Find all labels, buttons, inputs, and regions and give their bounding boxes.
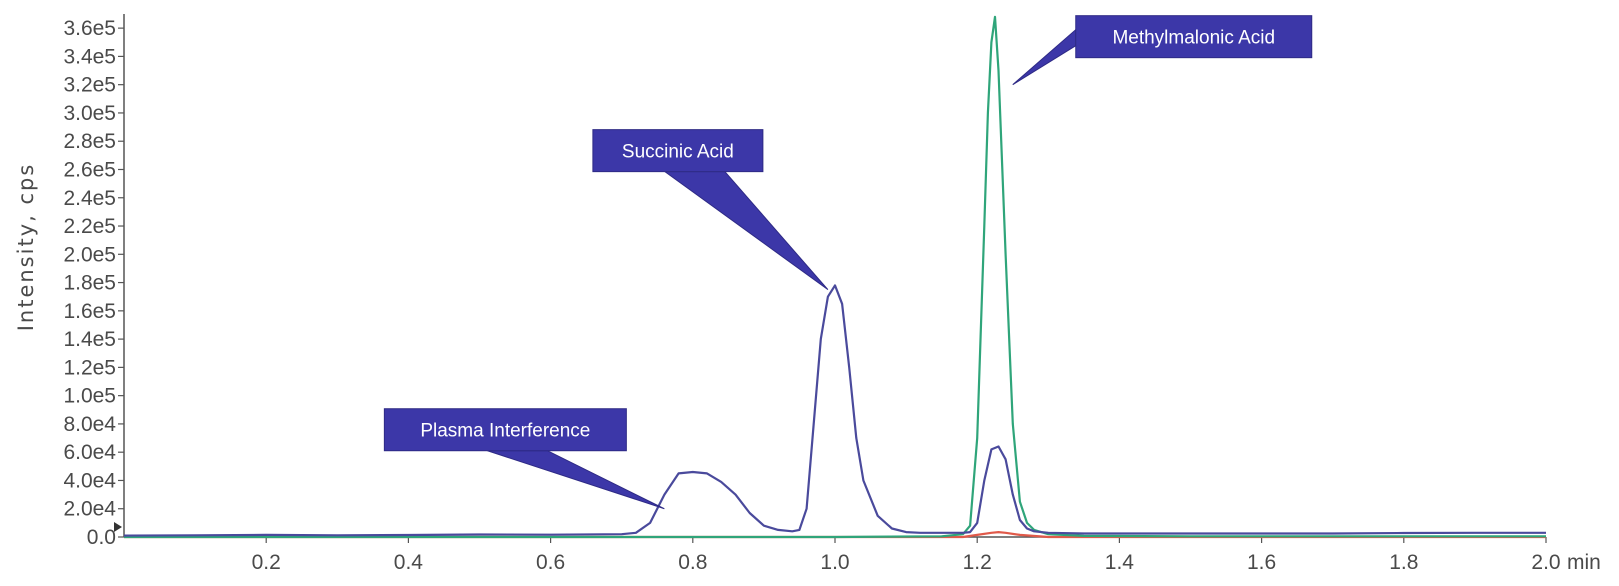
callout-pointer <box>487 450 665 510</box>
y-tick-label: 8.0e4 <box>63 413 116 436</box>
x-tick-label: 1.6 <box>1247 551 1276 574</box>
callout-box <box>1075 15 1313 59</box>
y-tick-label: 2.0e4 <box>63 498 116 521</box>
x-tick-label: 0.8 <box>678 551 707 574</box>
y-tick-label: 3.6e5 <box>63 17 116 40</box>
y-tick-label: 2.8e5 <box>63 130 116 153</box>
y-tick-label: 3.0e5 <box>63 102 116 125</box>
x-tick-label: 1.2 <box>963 551 992 574</box>
callout-pointer <box>663 171 829 291</box>
callout-label: Methylmalonic Acid <box>1112 28 1275 49</box>
x-tick-label: 0.2 <box>252 551 281 574</box>
callout-2: Methylmalonic Acid <box>1012 15 1313 86</box>
y-tick-label: 2.2e5 <box>63 215 116 238</box>
callout-label: Plasma Interference <box>420 421 590 442</box>
callout-label: Succinic Acid <box>622 142 734 163</box>
y-tick-label: 1.6e5 <box>63 300 116 323</box>
y-tick-label: 3.4e5 <box>63 45 116 68</box>
y-tick-label: 6.0e4 <box>63 441 116 464</box>
y-tick-label: 1.0e5 <box>63 385 116 408</box>
x-tick-label: 0.6 <box>536 551 565 574</box>
series-line-0 <box>123 284 1546 537</box>
callout-box <box>383 408 627 452</box>
series-line-1 <box>124 15 1546 539</box>
series-line-2 <box>124 531 1546 539</box>
y-tick-label: 2.0e5 <box>63 243 116 266</box>
x-tick-label: 1.4 <box>1105 551 1135 574</box>
x-tick-label: 1.8 <box>1389 551 1418 574</box>
y-tick-label: 1.4e5 <box>63 328 116 351</box>
y-tick-label: 0.0 <box>87 526 116 549</box>
callout-box <box>592 129 764 173</box>
y-axis-title: Intensity, cps <box>14 163 38 332</box>
x-tick-label: 2.0 <box>1531 551 1560 574</box>
x-axis: 0.2 0.4 0.6 0.8 1.0 1.2 1.4 1.6 1.8 2.0 min <box>124 536 1601 574</box>
x-tick-label: 0.4 <box>394 551 424 574</box>
callout-layer: Plasma Interference Succinic Acid Methylma… <box>383 15 1313 510</box>
x-tick-label: 1.0 <box>820 551 849 574</box>
callout-1: Succinic Acid <box>592 129 829 291</box>
series-layer <box>123 15 1546 539</box>
y-tick-label: 4.0e4 <box>63 469 116 492</box>
baseline-marker-icon <box>114 522 122 532</box>
callout-0: Plasma Interference <box>383 408 665 510</box>
y-tick-label: 1.8e5 <box>63 272 116 295</box>
y-tick-label: 2.6e5 <box>63 158 116 181</box>
y-axis: 0.0 2.0e4 4.0e4 6.0e4 8.0e4 1.0e5 1.2e5 1.4e5 1.… <box>63 14 125 549</box>
callout-pointer <box>1012 28 1077 86</box>
y-tick-label: 2.4e5 <box>63 187 116 210</box>
x-axis-unit: min <box>1567 551 1601 574</box>
y-tick-label: 3.2e5 <box>63 74 116 97</box>
y-tick-label: 1.2e5 <box>63 356 116 379</box>
